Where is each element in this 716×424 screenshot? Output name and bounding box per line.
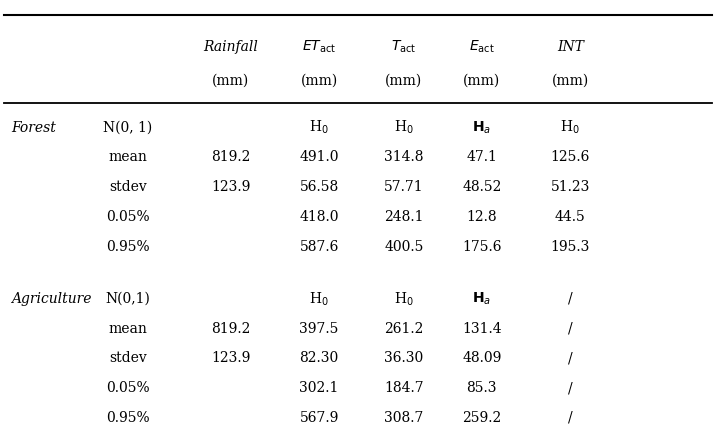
Text: INT: INT (557, 40, 584, 54)
Text: 567.9: 567.9 (299, 411, 339, 424)
Text: 302.1: 302.1 (299, 381, 339, 395)
Text: (mm): (mm) (463, 73, 500, 87)
Text: 51.23: 51.23 (551, 180, 590, 194)
Text: 261.2: 261.2 (384, 322, 424, 336)
Text: 44.5: 44.5 (555, 210, 586, 224)
Text: 587.6: 587.6 (299, 240, 339, 254)
Text: 36.30: 36.30 (384, 351, 424, 365)
Text: /: / (568, 292, 573, 306)
Text: 125.6: 125.6 (551, 151, 590, 165)
Text: 47.1: 47.1 (466, 151, 498, 165)
Text: 123.9: 123.9 (211, 180, 251, 194)
Text: 48.52: 48.52 (462, 180, 501, 194)
Text: Rainfall: Rainfall (203, 40, 258, 54)
Text: H$_0$: H$_0$ (561, 119, 580, 137)
Text: 491.0: 491.0 (299, 151, 339, 165)
Text: 175.6: 175.6 (462, 240, 502, 254)
Text: 195.3: 195.3 (551, 240, 590, 254)
Text: H$_0$: H$_0$ (309, 119, 329, 137)
Text: Agriculture: Agriculture (11, 292, 92, 306)
Text: 184.7: 184.7 (384, 381, 424, 395)
Text: 400.5: 400.5 (384, 240, 424, 254)
Text: H$_0$: H$_0$ (394, 290, 414, 307)
Text: H$_0$: H$_0$ (394, 119, 414, 137)
Text: 48.09: 48.09 (462, 351, 501, 365)
Text: 418.0: 418.0 (299, 210, 339, 224)
Text: 82.30: 82.30 (299, 351, 339, 365)
Text: /: / (568, 322, 573, 336)
Text: (mm): (mm) (385, 73, 422, 87)
Text: stdev: stdev (109, 180, 147, 194)
Text: $\mathit{T}_\mathregular{act}$: $\mathit{T}_\mathregular{act}$ (392, 39, 417, 55)
Text: 819.2: 819.2 (211, 151, 251, 165)
Text: N(0,1): N(0,1) (105, 292, 150, 306)
Text: 123.9: 123.9 (211, 351, 251, 365)
Text: mean: mean (109, 322, 147, 336)
Text: /: / (568, 351, 573, 365)
Text: 308.7: 308.7 (384, 411, 424, 424)
Text: (mm): (mm) (212, 73, 249, 87)
Text: H$_0$: H$_0$ (309, 290, 329, 307)
Text: 0.05%: 0.05% (106, 210, 150, 224)
Text: /: / (568, 381, 573, 395)
Text: 248.1: 248.1 (384, 210, 424, 224)
Text: $\mathbf{H}_\mathit{a}$: $\mathbf{H}_\mathit{a}$ (473, 291, 491, 307)
Text: N(0, 1): N(0, 1) (103, 121, 153, 135)
Text: (mm): (mm) (551, 73, 589, 87)
Text: stdev: stdev (109, 351, 147, 365)
Text: 397.5: 397.5 (299, 322, 339, 336)
Text: 0.05%: 0.05% (106, 381, 150, 395)
Text: 85.3: 85.3 (467, 381, 497, 395)
Text: 12.8: 12.8 (467, 210, 497, 224)
Text: (mm): (mm) (301, 73, 338, 87)
Text: $\mathit{ET}_\mathregular{act}$: $\mathit{ET}_\mathregular{act}$ (302, 39, 336, 55)
Text: 259.2: 259.2 (463, 411, 501, 424)
Text: $\mathit{E}_\mathregular{act}$: $\mathit{E}_\mathregular{act}$ (469, 39, 495, 55)
Text: 56.58: 56.58 (299, 180, 339, 194)
Text: 314.8: 314.8 (384, 151, 424, 165)
Text: Forest: Forest (11, 121, 56, 135)
Text: /: / (568, 411, 573, 424)
Text: 131.4: 131.4 (462, 322, 502, 336)
Text: $\mathbf{H}_\mathit{a}$: $\mathbf{H}_\mathit{a}$ (473, 120, 491, 136)
Text: mean: mean (109, 151, 147, 165)
Text: 57.71: 57.71 (384, 180, 424, 194)
Text: 0.95%: 0.95% (106, 240, 150, 254)
Text: 819.2: 819.2 (211, 322, 251, 336)
Text: 0.95%: 0.95% (106, 411, 150, 424)
